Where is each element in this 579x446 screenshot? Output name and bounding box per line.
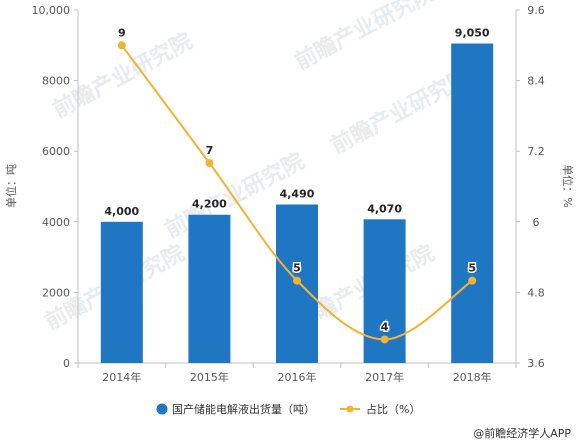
right-tick-label: 8.4: [527, 75, 545, 88]
bar[interactable]: [100, 221, 143, 363]
bar-value-label: 4,000: [104, 205, 139, 218]
bar-value-label: 4,490: [280, 188, 315, 201]
legend-bar-label: 国产储能电解液出货量（吨）: [172, 402, 315, 416]
left-tick-label: 8000: [42, 75, 70, 88]
share-line: [120, 44, 473, 341]
left-axis-title: 单位：吨: [4, 164, 18, 208]
right-tick-label: 3.6: [527, 357, 545, 370]
line-value-label: 5: [293, 262, 301, 275]
bar-data-labels: 4,000 4,200 4,490 4,070 9,050: [104, 27, 490, 218]
legend-item-volume[interactable]: 国产储能电解液出货量（吨）: [156, 402, 316, 416]
right-axis-ticks: 3.6 4.8 6 7.2 8.4 9.6: [516, 4, 545, 370]
watermark-text: 前瞻产业研究院: [291, 0, 439, 75]
bar[interactable]: [451, 43, 494, 363]
line-value-label: 7: [206, 144, 214, 157]
legend-line-label: 占比（%）: [366, 402, 420, 416]
x-tick-label: 2018年: [453, 370, 492, 384]
left-axis-ticks: 0 2000 4000 6000 8000 10,000: [32, 4, 78, 370]
line-point[interactable]: [205, 158, 214, 167]
source-credit: @前瞻经济学人APP: [473, 426, 571, 440]
bar-series: [100, 43, 494, 363]
line-point[interactable]: [293, 276, 301, 285]
line-value-label: 4: [381, 320, 389, 333]
left-tick-label: 0: [63, 357, 70, 370]
line-value-label: 5: [468, 262, 476, 275]
left-tick-label: 2000: [42, 286, 70, 299]
left-tick-label: 4000: [42, 216, 70, 229]
legend-bar-swatch: [156, 403, 168, 415]
line-series: [117, 41, 477, 344]
right-axis-title: 单位：%: [561, 164, 575, 207]
line-point[interactable]: [117, 41, 126, 50]
line-point[interactable]: [468, 276, 477, 285]
left-tick-label: 10,000: [32, 4, 71, 17]
left-tick-label: 6000: [42, 145, 70, 158]
x-axis-ticks: 2014年 2015年 2016年 2017年 2018年: [77, 363, 517, 384]
legend-item-share[interactable]: 占比（%）: [340, 402, 420, 416]
line-value-label: 9: [118, 26, 126, 39]
legend: 国产储能电解液出货量（吨） 占比（%）: [156, 402, 420, 416]
bar-value-label: 4,200: [192, 198, 227, 211]
x-tick-label: 2015年: [190, 370, 229, 384]
bar[interactable]: [188, 214, 231, 363]
bar-value-label: 4,070: [367, 202, 402, 215]
right-tick-label: 9.6: [527, 4, 545, 17]
x-tick-label: 2014年: [102, 370, 141, 384]
line-data-labels: 9 7 5 4 5: [116, 25, 477, 335]
right-tick-label: 7.2: [527, 145, 545, 158]
right-tick-label: 6: [533, 216, 540, 229]
legend-line-swatch-dot: [346, 405, 354, 413]
right-tick-label: 4.8: [527, 286, 545, 299]
line-point[interactable]: [380, 335, 389, 344]
x-tick-label: 2017年: [365, 370, 404, 384]
x-tick-label: 2016年: [278, 370, 317, 384]
bar-value-label: 9,050: [455, 27, 490, 40]
